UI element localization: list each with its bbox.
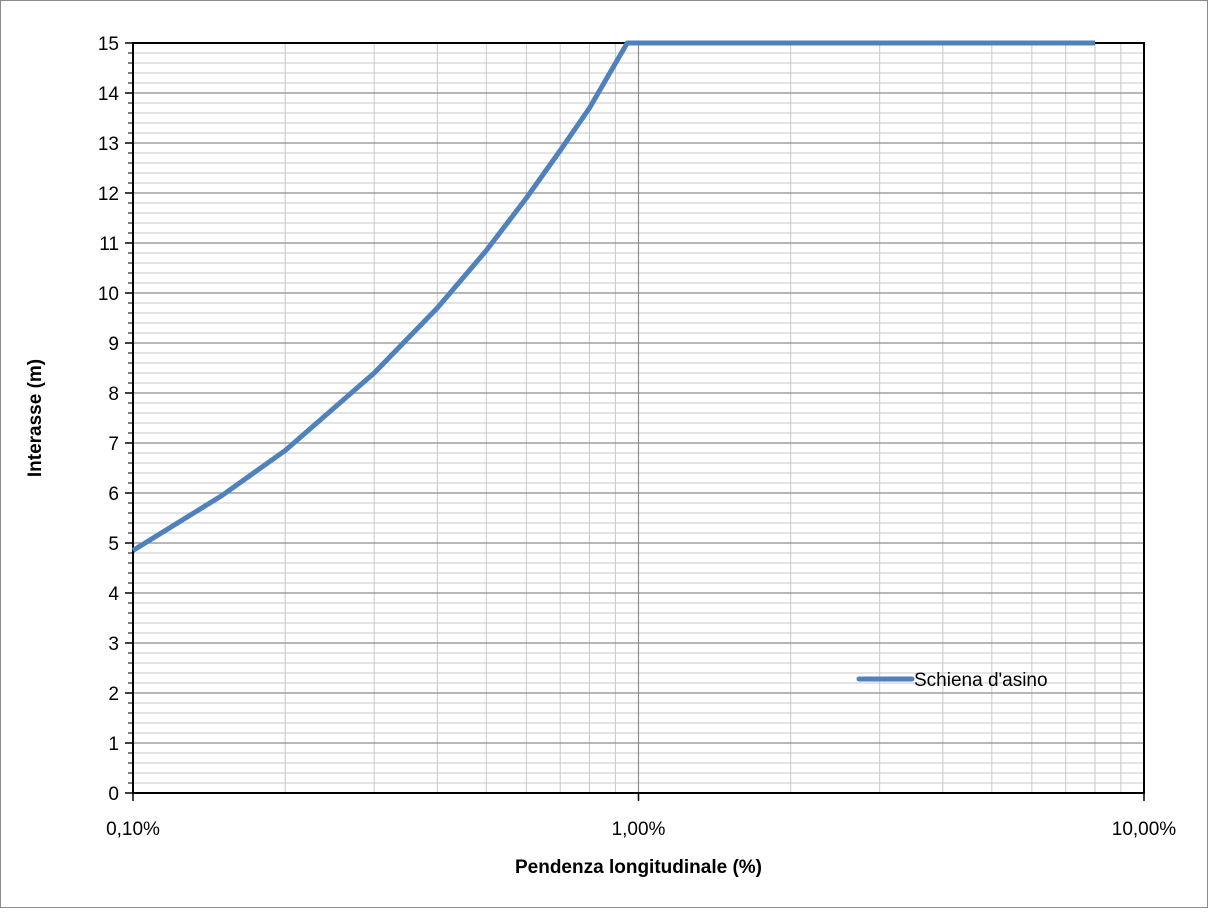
x-tick-label: 10,00% bbox=[1112, 819, 1177, 840]
y-tick-label: 1 bbox=[108, 734, 119, 755]
y-tick-label: 3 bbox=[108, 634, 119, 655]
x-tick-label: 0,10% bbox=[106, 819, 160, 840]
y-axis-title: Interasse (m) bbox=[25, 359, 46, 477]
y-tick-label: 0 bbox=[108, 784, 119, 805]
y-tick-label: 15 bbox=[98, 34, 119, 55]
x-tick-labels: 0,10% 1,00% 10,00% bbox=[106, 819, 1176, 840]
legend-label: Schiena d'asino bbox=[914, 670, 1048, 691]
series-layer bbox=[131, 40, 1095, 553]
y-tick-label: 7 bbox=[108, 434, 119, 455]
y-tick-label: 6 bbox=[108, 484, 119, 505]
y-tick-label: 13 bbox=[98, 134, 119, 155]
y-tick-label: 11 bbox=[99, 234, 119, 255]
y-tick-label: 2 bbox=[108, 684, 119, 705]
axis-ticks bbox=[125, 42, 1145, 801]
x-axis-title: Pendenza longitudinale (%) bbox=[515, 857, 762, 878]
y-tick-label: 10 bbox=[98, 284, 119, 305]
legend: Schiena d'asino bbox=[856, 670, 1048, 691]
y-tick-label: 12 bbox=[98, 184, 119, 205]
y-tick-label: 5 bbox=[108, 534, 119, 555]
y-tick-label: 8 bbox=[108, 384, 119, 405]
series-line bbox=[131, 40, 1095, 553]
y-tick-label: 9 bbox=[108, 334, 119, 355]
x-tick-label: 1,00% bbox=[612, 819, 666, 840]
y-tick-label: 14 bbox=[98, 84, 120, 105]
y-tick-label: 4 bbox=[108, 584, 119, 605]
